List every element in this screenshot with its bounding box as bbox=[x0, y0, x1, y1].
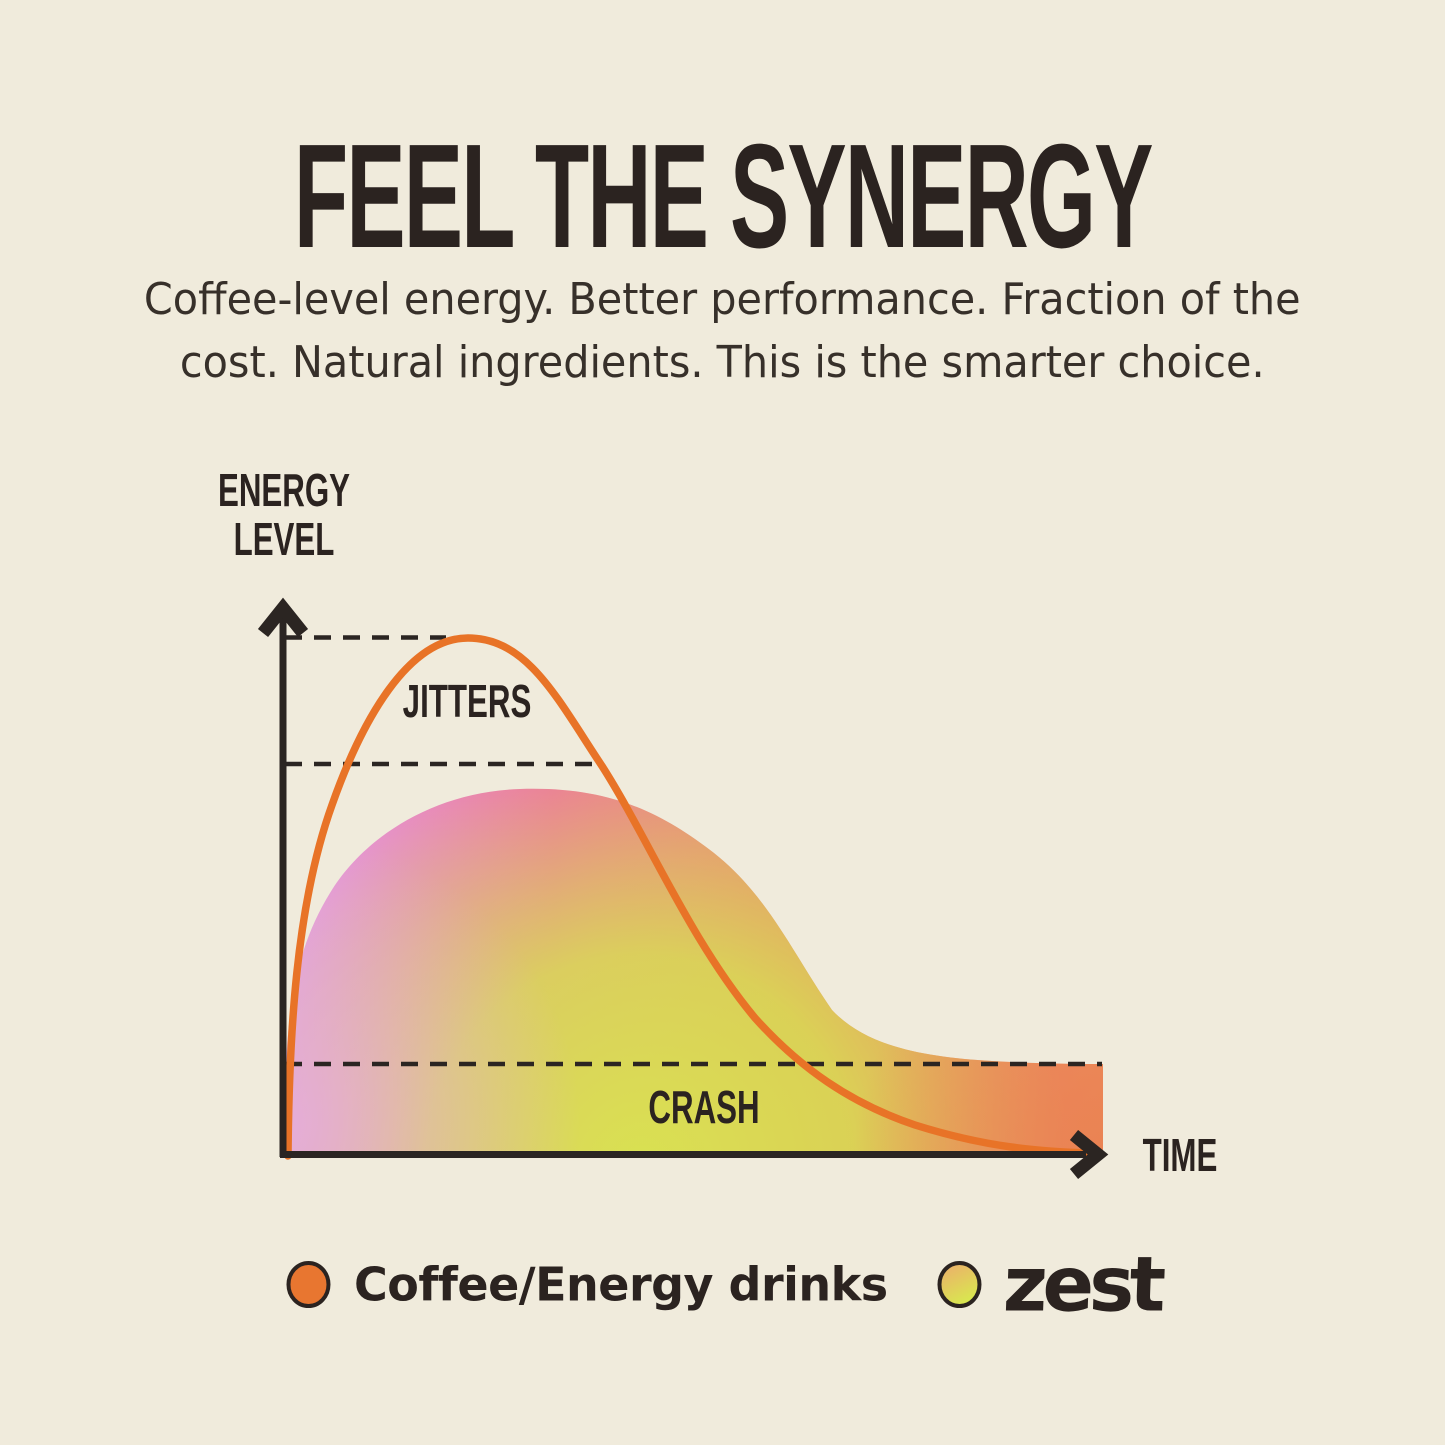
page-title-text: FEEL THE SYNERGY bbox=[293, 114, 1154, 279]
y-axis-arrow-icon bbox=[257, 597, 309, 638]
chart-legend: Coffee/Energy drinks zest bbox=[284, 1239, 1163, 1329]
zest-logo: zest bbox=[1002, 1239, 1163, 1329]
crash-annotation: CRASH bbox=[648, 1081, 760, 1133]
subtitle: Coffee-level energy. Better performance.… bbox=[0, 268, 1445, 394]
page-title: FEEL THE SYNERGY bbox=[0, 112, 1445, 282]
x-axis-label: TIME bbox=[1142, 1129, 1218, 1181]
coffee-line-series bbox=[284, 634, 1096, 1160]
subtitle-line-1: Coffee-level energy. Better performance.… bbox=[144, 274, 1301, 325]
y-axis-label-line2: LEVEL bbox=[233, 513, 335, 565]
jitters-annotation: JITTERS bbox=[402, 675, 532, 727]
y-axis-label: ENERGY LEVEL bbox=[218, 466, 350, 564]
y-axis-label-line1: ENERGY bbox=[217, 464, 351, 516]
coffee-legend-dot-icon bbox=[285, 1260, 330, 1308]
subtitle-line-2: cost. Natural ingredients. This is the s… bbox=[180, 337, 1265, 388]
zest-legend-dot-icon bbox=[937, 1260, 982, 1308]
x-axis-arrow-icon bbox=[1069, 1129, 1109, 1180]
subtitle-lines: Coffee-level energy. Better performance.… bbox=[144, 268, 1301, 394]
coffee-legend-label: Coffee/Energy drinks bbox=[353, 1257, 888, 1311]
